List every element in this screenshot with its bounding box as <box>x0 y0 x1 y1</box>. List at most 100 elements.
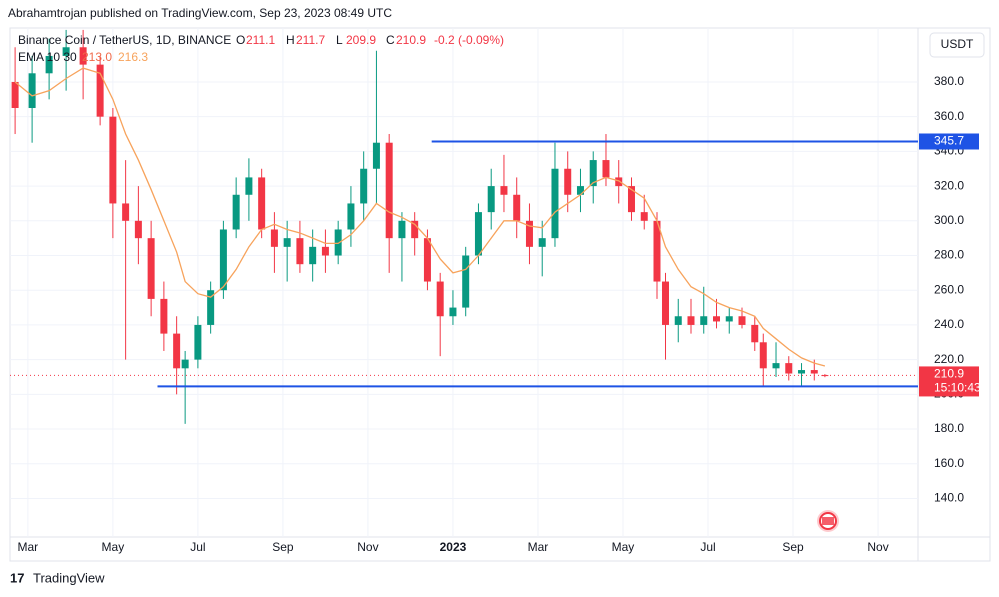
candle-body <box>360 168 368 204</box>
x-tick-label: Sep <box>272 540 294 554</box>
candle-body <box>258 177 266 230</box>
ema-name: EMA 10 30 <box>18 50 77 64</box>
candle-body <box>589 160 597 187</box>
countdown: 15:10:43 <box>934 381 981 395</box>
ohlc-letter: L <box>336 33 343 47</box>
y-tick-label: 280.0 <box>934 248 964 262</box>
candle-body <box>640 212 648 221</box>
candle-body <box>627 186 635 213</box>
candle-body <box>134 220 142 239</box>
ohlc-letter: C <box>386 33 395 47</box>
candle-body <box>423 238 431 282</box>
price-label-bg <box>919 366 979 397</box>
y-tick-label: 220.0 <box>934 352 964 366</box>
currency-button[interactable] <box>929 32 985 58</box>
candle-body <box>700 316 708 325</box>
x-tick-label: Jul <box>190 540 205 554</box>
y-tick-label: 260.0 <box>934 282 964 296</box>
candle-body <box>11 81 19 109</box>
candle-body <box>28 73 36 109</box>
y-tick-label: 180.0 <box>934 421 964 435</box>
candle-body <box>487 186 495 213</box>
candle-body <box>122 203 130 221</box>
y-tick-label: 380.0 <box>934 74 964 88</box>
candle-body <box>207 290 215 325</box>
candle-body <box>772 363 780 369</box>
candle-body <box>232 194 240 230</box>
level-label: 345.7 <box>934 134 964 148</box>
candle-body <box>385 142 393 239</box>
candle-body <box>411 220 419 239</box>
candle-body <box>661 281 669 325</box>
candle-body <box>759 342 767 369</box>
candle-body <box>372 142 380 169</box>
x-tick-label: Mar <box>18 540 39 554</box>
footer: TradingView <box>33 570 105 585</box>
candle-body <box>798 370 806 374</box>
candle-body <box>725 316 733 322</box>
candle-body <box>653 220 661 282</box>
x-tick-label: Nov <box>357 540 378 554</box>
x-tick-label: Jul <box>700 540 715 554</box>
candle-body <box>321 246 329 256</box>
plot <box>10 28 918 537</box>
candle-body <box>674 316 682 325</box>
candle-body <box>738 316 746 325</box>
candle-body <box>219 229 227 291</box>
y-tick-label: 320.0 <box>934 178 964 192</box>
candle-body <box>615 177 623 187</box>
ohlc-letter: O <box>236 33 245 47</box>
candle-body <box>525 220 533 247</box>
candle-body <box>270 229 278 247</box>
candle-body <box>398 220 406 239</box>
level-label-bg <box>919 133 979 150</box>
chart-frame <box>9 27 991 562</box>
ohlc-value: 211.1 <box>246 33 275 47</box>
candle-body <box>551 168 559 239</box>
tradingview-logo: 17 <box>10 570 24 585</box>
candle-body <box>79 47 87 65</box>
x-tick-label: Mar <box>528 540 549 554</box>
candle-body <box>347 203 355 230</box>
candle-body <box>538 238 546 247</box>
ema-value: 216.3 <box>118 50 148 64</box>
currency[interactable]: USDT <box>941 37 974 51</box>
ohlc-value: 209.9 <box>346 33 376 47</box>
candle-body <box>687 316 695 325</box>
candle-body <box>181 359 189 369</box>
publisher: Abrahamtrojan published on TradingView.c… <box>8 6 392 20</box>
candle-body <box>564 168 572 195</box>
candle-body <box>474 212 482 256</box>
ema-value: 213.0 <box>82 50 112 64</box>
candle-body <box>283 238 291 247</box>
candle-body <box>45 55 53 74</box>
price-label: 210.9 <box>934 367 964 381</box>
flag-icon <box>817 510 839 532</box>
x-tick-label: May <box>612 540 635 554</box>
candle-body <box>62 47 70 56</box>
ohlc-value: 211.7 <box>296 33 325 47</box>
candle-body <box>436 281 444 317</box>
change: -0.2 (-0.09%) <box>434 33 504 47</box>
candle-body <box>500 186 508 195</box>
candle-body <box>296 238 304 265</box>
candle-body <box>194 324 202 360</box>
ohlc-value: 210.9 <box>396 33 426 47</box>
candle-body <box>713 316 721 322</box>
candle-body <box>147 238 155 299</box>
candle-body <box>245 177 253 195</box>
candle-body <box>449 307 457 317</box>
y-tick-label: 160.0 <box>934 456 964 470</box>
x-tick-label: 2023 <box>440 540 467 554</box>
svg-text:17: 17 <box>10 570 24 585</box>
candle-body <box>309 246 317 265</box>
candle-body <box>173 333 181 369</box>
candle-body <box>576 186 584 195</box>
y-tick-label: 300.0 <box>934 213 964 227</box>
candle-body <box>821 375 829 377</box>
x-tick-label: May <box>102 540 125 554</box>
candle-body <box>751 324 759 343</box>
candle-body <box>96 64 104 117</box>
y-tick-label: 240.0 <box>934 317 964 331</box>
